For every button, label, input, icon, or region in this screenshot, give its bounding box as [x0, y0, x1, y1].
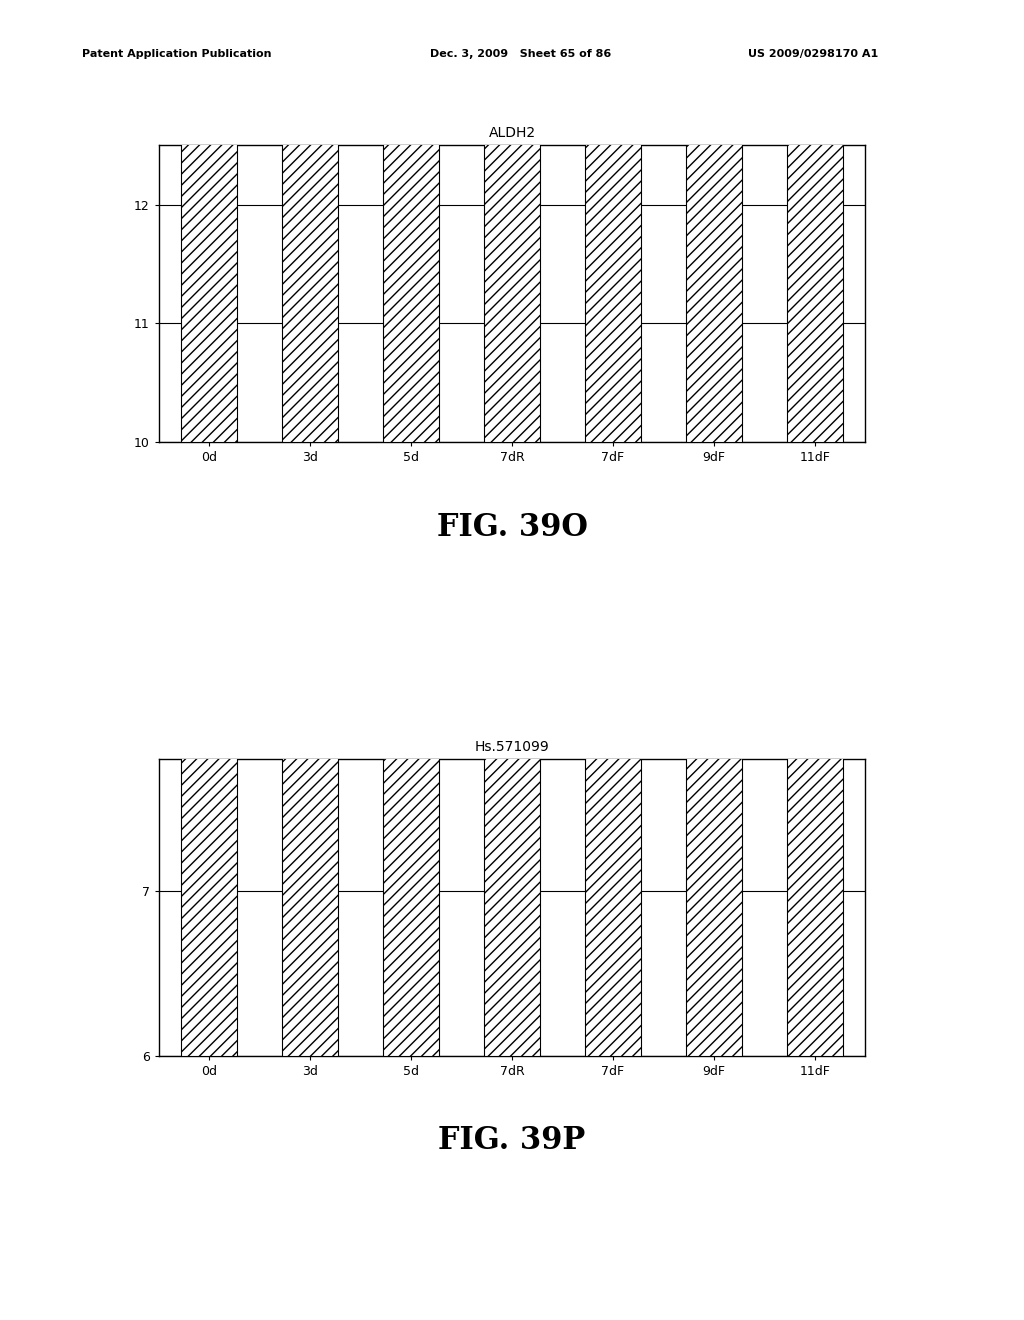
Text: FIG. 39O: FIG. 39O: [436, 512, 588, 543]
Title: Hs.571099: Hs.571099: [475, 739, 549, 754]
Text: FIG. 39P: FIG. 39P: [438, 1125, 586, 1155]
Bar: [585, 0, 641, 1056]
Bar: [181, 36, 237, 1056]
Bar: [383, 29, 439, 1056]
Title: ALDH2: ALDH2: [488, 125, 536, 140]
Text: Dec. 3, 2009   Sheet 65 of 86: Dec. 3, 2009 Sheet 65 of 86: [430, 49, 611, 59]
Text: Patent Application Publication: Patent Application Publication: [82, 49, 271, 59]
Bar: [686, 0, 741, 1056]
Bar: [181, 0, 237, 442]
Bar: [484, 0, 540, 442]
Bar: [787, 0, 843, 1056]
Bar: [686, 0, 741, 442]
Bar: [585, 0, 641, 442]
Bar: [383, 0, 439, 442]
Bar: [484, 0, 540, 1056]
Bar: [283, 0, 338, 442]
Bar: [787, 0, 843, 442]
Bar: [283, 25, 338, 1056]
Text: US 2009/0298170 A1: US 2009/0298170 A1: [748, 49, 878, 59]
